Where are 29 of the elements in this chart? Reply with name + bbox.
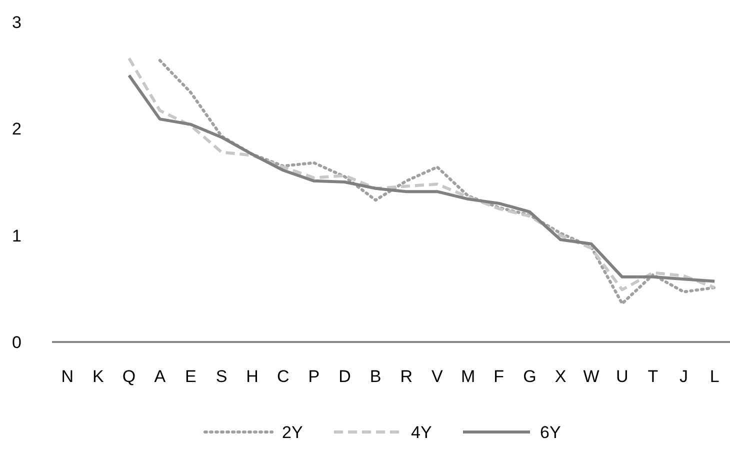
x-tick-label: F — [494, 367, 504, 386]
x-tick-label: P — [308, 367, 320, 386]
legend-label: 4Y — [411, 422, 432, 442]
legend-label: 2Y — [282, 422, 303, 442]
x-tick-label: A — [154, 367, 166, 386]
x-tick-label: M — [460, 367, 476, 386]
x-tick-label: U — [616, 367, 628, 386]
x-tick-label: H — [246, 367, 258, 386]
x-tick-label: S — [216, 367, 228, 386]
x-tick-label: W — [583, 367, 600, 386]
y-tick-label: 2 — [12, 120, 22, 139]
x-tick-label: B — [370, 367, 382, 386]
x-tick-label: R — [400, 367, 413, 386]
x-tick-label: J — [680, 367, 688, 386]
y-tick-label: 1 — [12, 226, 22, 246]
x-tick-label: N — [61, 367, 74, 386]
x-tick-label: K — [92, 367, 105, 386]
x-tick-label: T — [648, 367, 658, 386]
x-tick-label: Q — [122, 367, 136, 386]
x-tick-label: G — [523, 367, 536, 386]
x-tick-label: E — [185, 367, 196, 386]
y-tick-label: 3 — [12, 12, 22, 32]
x-tick-label: X — [554, 367, 566, 386]
legend-label: 6Y — [540, 422, 561, 442]
y-tick-label: 0 — [12, 332, 22, 352]
x-tick-label: V — [432, 367, 444, 386]
x-tick-label: L — [710, 367, 720, 386]
x-tick-label: D — [338, 367, 351, 386]
x-tick-label: C — [276, 367, 290, 386]
